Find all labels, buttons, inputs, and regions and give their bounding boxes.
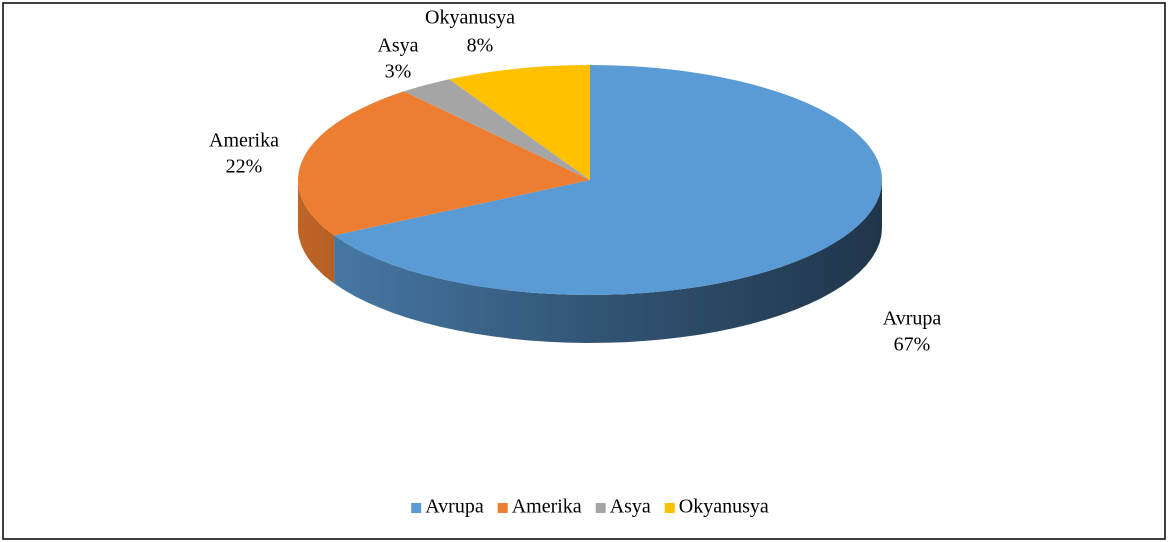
legend-swatch [497, 503, 508, 513]
data-label-value: 22% [226, 156, 263, 178]
slice [298, 91, 590, 236]
legend-swatch [411, 503, 422, 513]
legend-swatch [664, 503, 675, 513]
data-label-value: 8% [467, 35, 494, 57]
slice-side [334, 180, 883, 343]
legend: Avrupa Amerika Asya Okyanusya [411, 496, 769, 518]
data-label-name: Amerika [209, 130, 279, 152]
legend-label: Asya [610, 496, 651, 518]
slice [403, 79, 590, 180]
data-label-name: Asya [377, 35, 418, 57]
data-label-name: Okyanusya [425, 7, 515, 29]
data-label-name: Avrupa [883, 308, 942, 330]
data-label-value: 3% [385, 61, 412, 83]
data-label-value: 67% [894, 334, 931, 356]
slice [334, 65, 883, 295]
legend-label: Okyanusya [679, 496, 769, 518]
legend-label: Avrupa [425, 496, 484, 518]
legend-swatch [595, 503, 606, 513]
slice-side [298, 180, 335, 284]
slice [449, 65, 590, 180]
legend-label: Amerika [512, 496, 582, 518]
